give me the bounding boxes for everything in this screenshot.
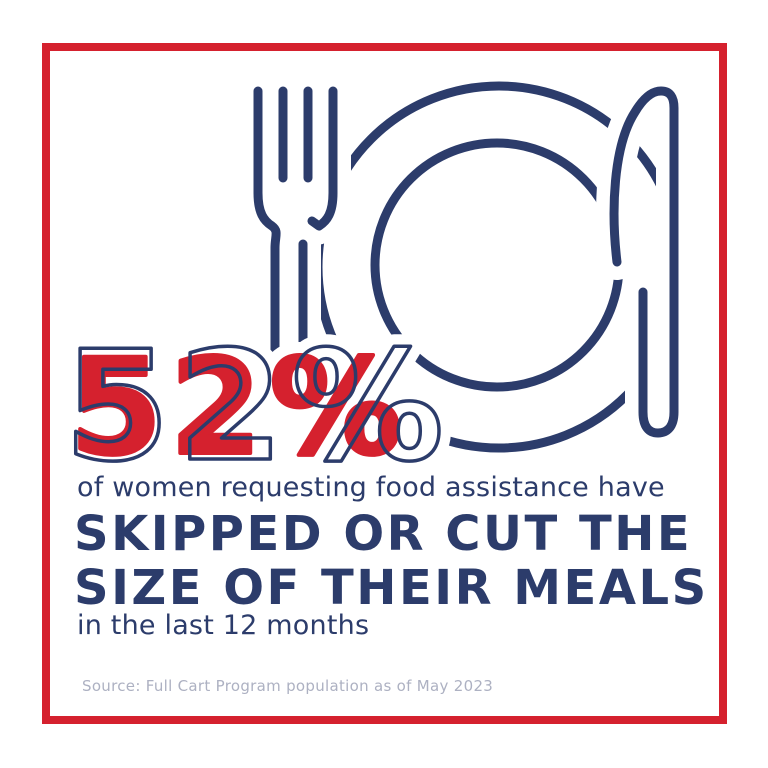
headline-line-2: SIZE OF THEIR MEALS bbox=[74, 560, 709, 616]
border-frame bbox=[42, 43, 727, 724]
fork-icon bbox=[253, 86, 338, 405]
stat-halo-red-position: 52% bbox=[70, 331, 410, 485]
headline-line-1: SKIPPED OR CUT THE bbox=[74, 506, 693, 562]
knife-icon bbox=[609, 86, 679, 438]
stat-52-percent: 52% 52% 52% 52% bbox=[52, 306, 456, 507]
stat-value-red: 52% bbox=[70, 331, 410, 485]
stat-halo-navy-position: 52% bbox=[64, 318, 452, 495]
subtitle-top: of women requesting food assistance have bbox=[77, 472, 665, 503]
subtitle-bottom: in the last 12 months bbox=[77, 610, 370, 641]
source-note: Source: Full Cart Program population as … bbox=[82, 677, 494, 695]
fork-right-edge bbox=[307, 86, 338, 231]
fork-left-edge-and-handle bbox=[253, 86, 281, 405]
knife-outline bbox=[609, 86, 679, 438]
stat-outline-navy: 52% bbox=[64, 318, 452, 495]
headline: SKIPPED OR CUT THE SIZE OF THEIR MEALS bbox=[74, 507, 709, 615]
